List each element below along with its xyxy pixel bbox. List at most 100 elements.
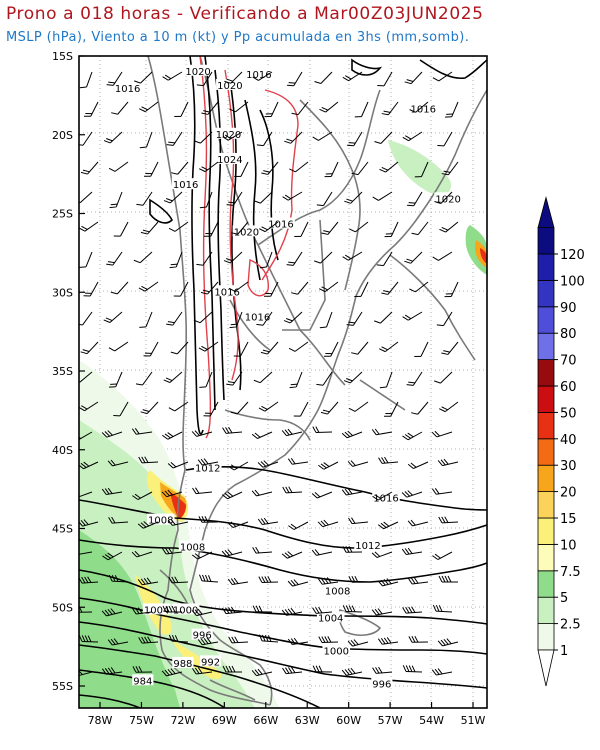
colorbar-label: 40 (560, 433, 577, 448)
isobar-label: 1020 (216, 130, 241, 141)
isobar-label: 1012 (355, 541, 380, 552)
wind-barb (341, 488, 363, 496)
wind-barb (226, 191, 243, 206)
colorbar-swatch (537, 491, 555, 519)
wind-barb (437, 131, 453, 147)
wind-barb (80, 161, 99, 175)
wind-barb (167, 461, 189, 469)
wind-barb (373, 311, 393, 324)
isobar-label-bg (193, 461, 222, 473)
precipitation-colorbar: 1 2.5 5 7.5 10 15 20 30 40 50 60 70 80 90 100 120 (537, 196, 585, 687)
wind-barb (200, 281, 219, 295)
wind-barb (372, 666, 393, 674)
wind-barb (344, 191, 363, 204)
wind-barb (136, 191, 153, 206)
isobar-label: 1016 (115, 84, 140, 95)
wind-barb (257, 517, 279, 525)
wind-barb (174, 101, 189, 117)
wind-barb (349, 221, 369, 233)
isobar-label-bg (171, 178, 200, 190)
wind-barb (198, 515, 219, 523)
wind-barb (227, 521, 249, 528)
isobar-label: 1008 (148, 516, 173, 527)
lon-tick-label: 72W (170, 714, 195, 727)
wind-barb (436, 311, 453, 327)
isobar-label-bg (322, 644, 351, 656)
wind-barb (221, 491, 243, 500)
wind-barb (314, 71, 333, 84)
colorbar-label: 80 (560, 327, 577, 342)
wind-barb (351, 161, 369, 176)
wind-barb (109, 371, 123, 388)
wind-barb (432, 71, 453, 82)
isobar-label: 996 (372, 679, 391, 690)
wind-barb (264, 281, 279, 297)
wind-barb (444, 281, 459, 298)
lat-tick-label: 40S (52, 444, 73, 457)
wind-barb (432, 251, 453, 261)
wind-barb (288, 341, 309, 352)
isobar-label-bg (316, 611, 345, 623)
wind-barb (162, 605, 182, 613)
lon-tick-label: 54W (419, 714, 444, 727)
colorbar-swatch (537, 253, 555, 281)
lon-tick-label: 60W (336, 714, 361, 727)
lat-tick-label: 45S (52, 523, 73, 536)
isobar-label-bg (243, 310, 272, 322)
colorbar-swatch (537, 438, 555, 466)
wind-barb (445, 101, 459, 118)
wind-barb (161, 668, 183, 677)
colorbar-swatch (537, 464, 555, 493)
wind-barb (409, 281, 429, 293)
wind-barb (170, 341, 189, 355)
wind-barb (437, 638, 459, 647)
isobar-label: 1016 (411, 105, 436, 116)
wind-barb (347, 639, 369, 647)
wind-barb (378, 456, 399, 464)
colorbar-label: 60 (560, 380, 577, 395)
wind-barb (441, 161, 459, 176)
wind-barb (371, 428, 393, 436)
wind-barb (294, 221, 309, 237)
isobar-label-bg (146, 513, 175, 525)
lon-tick-label: 63W (295, 714, 320, 727)
wind-barb (191, 551, 213, 560)
isobar-label-bg (191, 628, 213, 640)
wind-barb (342, 251, 363, 261)
wind-barb (438, 516, 459, 524)
wind-barb (101, 430, 123, 438)
wind-barb (312, 606, 333, 614)
colorbar-label: 90 (560, 301, 577, 316)
wind-barbs (79, 71, 459, 677)
wind-barb (318, 636, 339, 644)
wind-barb (222, 131, 243, 141)
wind-barb (113, 401, 129, 417)
wind-barb (222, 426, 243, 434)
wind-barb (312, 131, 333, 141)
wind-barb (259, 634, 279, 643)
wind-barb (191, 430, 213, 437)
wind-barb (402, 665, 423, 673)
wind-barb (133, 251, 153, 264)
wind-barb (401, 547, 423, 555)
wind-barb (191, 667, 213, 675)
colorbar-swatch (537, 279, 555, 308)
lat-tick-label: 35S (52, 365, 73, 378)
wind-barb (434, 191, 453, 204)
map-plot-area: 1016 1016 1020 1020 1016 1020 1024 1016 1020 1016… (79, 56, 487, 708)
wind-barb (354, 281, 369, 297)
wind-barb (196, 71, 213, 87)
wind-barb (411, 221, 429, 236)
wind-barb (341, 430, 363, 439)
wind-barb (312, 426, 333, 434)
wind-barb (252, 71, 273, 81)
wind-barb (342, 605, 363, 613)
wind-barb (231, 221, 249, 235)
isobar-label: 1016 (173, 180, 198, 191)
wind-barb (101, 608, 123, 617)
wind-barb (402, 606, 423, 614)
wind-barb (251, 668, 273, 677)
lon-tick-label: 66W (253, 714, 278, 727)
isobar-label: 988 (173, 659, 192, 670)
wind-barb (102, 551, 123, 561)
